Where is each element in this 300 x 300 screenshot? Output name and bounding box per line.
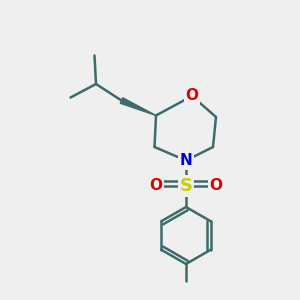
Text: S: S [179, 177, 193, 195]
Text: N: N [180, 153, 192, 168]
Text: O: O [149, 178, 163, 194]
Text: O: O [209, 178, 223, 194]
Polygon shape [120, 98, 156, 116]
Text: O: O [185, 88, 199, 104]
